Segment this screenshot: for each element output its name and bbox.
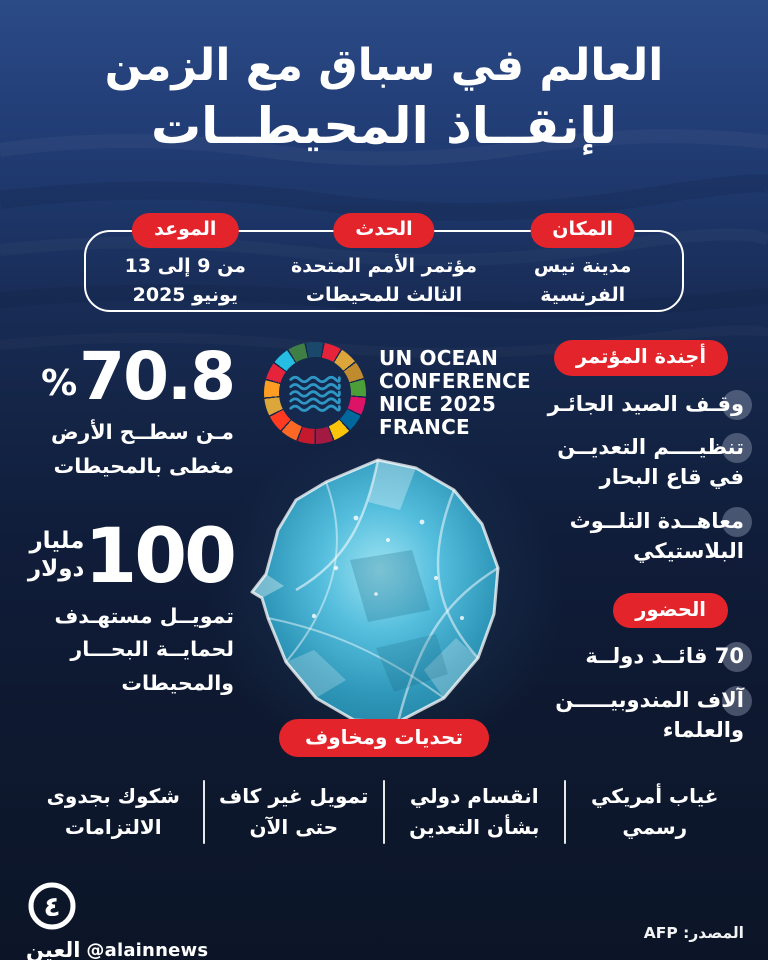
attendance-item-2: آلاف المندوبيـــــن والعلماء [526,685,752,746]
funding-unit-1: مليار [29,528,85,555]
agenda-item-2-line-1: تنظيــــم التعديــن [557,434,744,459]
social-handle[interactable]: @alainnews [86,939,209,960]
challenge-3-line-2: حتى الآن [249,815,339,839]
agenda-item-3-line-1: معاهــدة التلــوث [569,508,744,533]
divider [202,780,205,844]
challenge-item-1: غياب أمريكي رسمي [566,781,745,843]
coverage-value: 70.8 [79,338,236,415]
ocean-waves-icon [289,375,341,412]
source-credit: المصدر: AFP [643,924,744,942]
attendance-item-1-line-1: 70 قائــد دولــة [585,644,744,669]
agenda-item-3: معاهــدة التلــوث البلاستيكي [526,506,752,567]
event-line-2: الثالث للمحيطات [305,283,463,306]
info-date: الموعد من 9 إلى 13 يونيو 2025 [86,213,285,310]
date-text: من 9 إلى 13 يونيو 2025 [86,244,285,309]
agenda-item-2: تنظيــــم التعديــن في قاع البحار [526,432,752,493]
attendance-item-2-line-2: والعلماء [662,718,744,743]
bullet-dot-icon [722,685,752,716]
date-badge: الموعد [132,213,239,248]
stats-column: % 70.8 مـن سطــح الأرض مغطى بالمحيطات مل… [28,338,237,701]
challenge-2-line-2: بشأن التعدين [409,815,540,839]
agenda-item-1-line-1: وقـف الصيد الجائـر [547,391,744,416]
challenge-1-line-2: رسمي [622,815,688,839]
logo-wordmark: UN OCEAN CONFERENCE NICE 2025 FRANCE [379,347,531,439]
alain-logo-icon: ٤ [28,882,76,930]
attendance-badge: الحضور [613,592,728,629]
funding-caption-3: والمحيطات [121,671,234,696]
agenda-badge: أجندة المؤتمر [553,340,728,376]
challenges-badge: تحديات ومخاوف [279,719,489,757]
divider [383,780,385,844]
bullet-dot-icon [722,432,752,463]
ocean-coverage-number: % 70.8 [30,338,236,415]
title-line-2: لإنقــاذ المحيطــات [150,97,618,156]
attendance-item-1: 70 قائــد دولــة [526,641,752,673]
sdg-wheel-center [279,357,351,429]
ocean-coverage-caption: مـن سطــح الأرض مغطى بالمحيطات [30,416,234,484]
funding-caption-1: تمويــل مستهـدف [54,603,234,628]
divider [563,780,566,844]
challenge-1-line-1: غياب أمريكي [591,784,719,808]
title-line-1: العالم في سباق مع الزمن [104,40,664,91]
agenda-item-2-line-2: في قاع البحار [599,465,744,490]
brand-row: العين @alainnews [26,938,246,960]
place-line-2: الفرنسية [540,283,626,306]
logo-line-2: CONFERENCE [379,369,531,393]
date-line-2: يونيو 2025 [132,283,238,306]
alain-brand: ٤ العين @alainnews [26,880,246,960]
agenda-item-1: وقـف الصيد الجائـر [526,389,752,420]
brand-arabic-wordmark: العين [26,938,81,960]
challenges-section: تحديات ومخاوف [279,719,489,757]
funding-unit-2: دولار [27,556,85,583]
percent-sign: % [41,363,78,404]
event-text: مؤتمر الأمم المتحدة الثالث للمحيطات [285,244,484,309]
challenges-row: غياب أمريكي رسمي انقسام دولي بشأن التعدي… [24,780,744,844]
svg-text:٤: ٤ [43,890,60,923]
attendance-item-2-line-1: آلاف المندوبيـــــن [555,687,744,712]
sdg-wheel [264,342,366,444]
bullet-dot-icon [722,642,752,673]
agenda-item-3-line-2: البلاستيكي [633,539,744,564]
funding-value: 100 [84,510,237,600]
place-line-1: مدينة نيس [533,255,632,277]
logo-line-1: UN OCEAN [379,346,499,370]
event-line-1: مؤتمر الأمم المتحدة [291,255,477,277]
agenda-column: أجندة المؤتمر وقـف الصيد الجائـر تنظيـــ… [526,340,752,746]
plastic-bag-image [226,448,536,746]
challenge-4-line-1: شكوك بجدوى [46,784,180,808]
info-event: الحدث مؤتمر الأمم المتحدة الثالث للمحيطا… [285,213,484,310]
challenge-4-line-2: الالتزامات [64,815,162,839]
funding-number: مليار دولار 100 [28,510,237,600]
challenge-3-line-1: تمويل غير كاف [219,784,369,808]
bullet-dot-icon [722,389,752,420]
place-text: مدينة نيس الفرنسية [483,244,682,309]
funding-caption-2: لحمايــة البحـــار [70,637,234,662]
bullet-dot-icon [722,506,752,537]
challenge-item-4: شكوك بجدوى الالتزامات [24,781,203,843]
page-title: العالم في سباق مع الزمن لإنقــاذ المحيطـ… [0,36,768,158]
challenge-item-2: انقسام دولي بشأن التعدين [385,781,564,843]
info-place: المكان مدينة نيس الفرنسية [483,213,682,310]
date-line-1: من 9 إلى 13 [124,255,246,277]
coverage-caption-1: مـن سطــح الأرض [50,420,234,444]
event-info-box: المكان مدينة نيس الفرنسية الحدث مؤتمر ال… [84,213,684,312]
funding-unit: مليار دولار [28,528,84,583]
logo-line-3: NICE 2025 [379,392,496,416]
event-badge: الحدث [333,213,435,248]
challenge-item-3: تمويل غير كاف حتى الآن [205,781,384,843]
place-badge: المكان [530,213,636,248]
challenge-2-line-1: انقسام دولي [409,784,539,808]
coverage-caption-2: مغطى بالمحيطات [53,453,234,478]
funding-caption: تمويــل مستهـدف لحمايــة البحـــار والمح… [30,600,234,701]
logo-line-4: FRANCE [379,415,470,439]
un-ocean-conference-logo: UN OCEAN CONFERENCE NICE 2025 FRANCE [264,342,531,444]
